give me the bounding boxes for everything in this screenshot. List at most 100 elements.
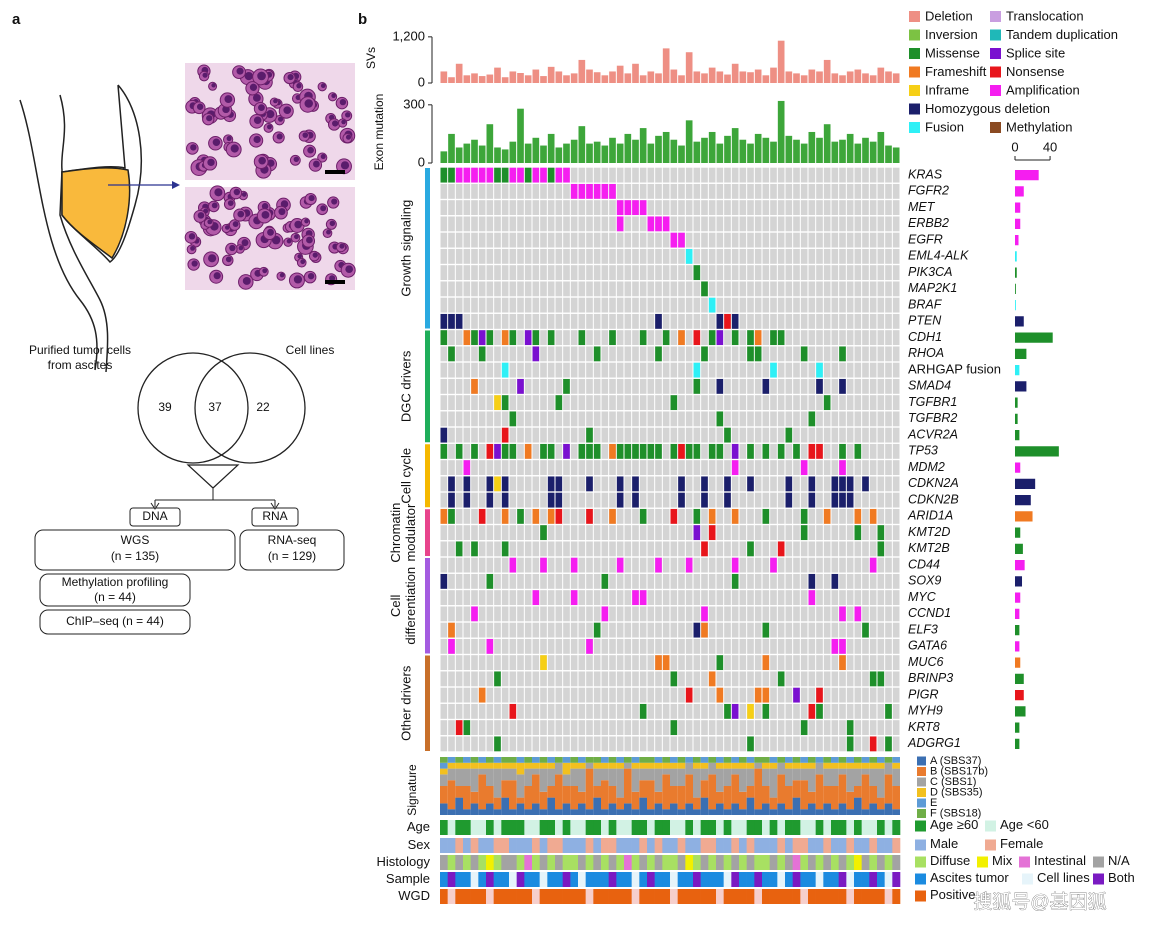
nucleus xyxy=(304,218,309,224)
cell-bg xyxy=(823,330,831,346)
cell-bg xyxy=(731,362,739,378)
signature-segment xyxy=(808,803,816,815)
cell-bg xyxy=(509,265,517,281)
alteration xyxy=(540,557,547,573)
cell-bg xyxy=(524,703,532,719)
cell-bg xyxy=(578,590,586,606)
track-cell xyxy=(516,855,525,870)
track-cell xyxy=(440,889,448,904)
cell-bg xyxy=(770,541,777,557)
alteration xyxy=(747,541,754,557)
signature-segment xyxy=(578,762,586,769)
cell-bg xyxy=(509,427,517,443)
cell-bg xyxy=(885,590,892,606)
cell-bg xyxy=(869,525,877,541)
gene-label: MYC xyxy=(908,590,937,604)
alteration xyxy=(770,557,777,573)
signature-segment xyxy=(861,809,870,815)
cell-bg xyxy=(639,687,647,703)
cell-bg xyxy=(609,427,616,443)
cell-bg xyxy=(524,622,532,638)
cell-bg xyxy=(862,606,869,622)
signature-segment xyxy=(585,809,594,815)
cell-bg xyxy=(670,573,678,589)
bar xyxy=(509,71,517,83)
cell-bg xyxy=(494,622,501,638)
scale-bar xyxy=(325,170,345,174)
track-cell xyxy=(578,820,586,835)
cell-bg xyxy=(693,232,701,248)
cell-bg xyxy=(678,687,685,703)
cell-bg xyxy=(448,248,455,264)
track-cell xyxy=(555,889,563,904)
cell-bg xyxy=(747,655,754,671)
cell-bg xyxy=(486,248,494,264)
cell-bg xyxy=(816,541,823,557)
bar xyxy=(831,141,839,163)
bar xyxy=(570,73,578,83)
alteration xyxy=(578,183,586,199)
cell-bg xyxy=(754,216,762,232)
cell-bg xyxy=(478,460,486,476)
nucleus xyxy=(190,245,196,251)
cell-bg xyxy=(747,460,754,476)
cell-bg xyxy=(639,736,647,752)
cell-bg xyxy=(785,687,793,703)
cell-bg xyxy=(877,330,885,346)
nucleus xyxy=(232,221,239,227)
signature-segment xyxy=(823,768,831,786)
signature-segment xyxy=(792,797,801,815)
cell-bg xyxy=(785,330,793,346)
cell-bg xyxy=(724,573,731,589)
signature-segment xyxy=(777,774,785,804)
signature-segment xyxy=(869,786,877,804)
track-cell xyxy=(447,838,456,853)
cell-bg xyxy=(616,687,624,703)
cell-bg xyxy=(555,655,563,671)
gene-label: KRAS xyxy=(908,167,943,181)
signature-segment xyxy=(493,797,502,810)
cell-bg xyxy=(578,687,586,703)
cell-bg xyxy=(616,248,624,264)
track-cell xyxy=(478,855,487,870)
signature-segment xyxy=(838,803,847,815)
cell-bg xyxy=(800,573,808,589)
signature-segment xyxy=(762,786,770,804)
bar xyxy=(785,135,793,163)
cell-bg xyxy=(846,508,854,524)
cell-bg xyxy=(639,346,647,362)
cell-bg xyxy=(724,541,731,557)
track-cell xyxy=(547,838,556,853)
alteration xyxy=(747,346,754,362)
alteration xyxy=(532,508,540,524)
bar xyxy=(724,135,731,163)
cell-bg xyxy=(892,265,900,281)
cell-bg xyxy=(632,736,639,752)
cell-bg xyxy=(593,736,601,752)
cell-bg xyxy=(770,183,777,199)
cell-bg xyxy=(524,395,532,411)
cell-bg xyxy=(846,687,854,703)
cell-bg xyxy=(724,671,731,687)
cell-bg xyxy=(486,460,494,476)
cell-bg xyxy=(831,183,839,199)
track-cell xyxy=(509,855,517,870)
cell-bg xyxy=(593,167,601,183)
cell-bg xyxy=(862,573,869,589)
cell-bg xyxy=(532,687,540,703)
track-cell xyxy=(792,855,801,870)
cell-bg xyxy=(747,362,754,378)
nucleus xyxy=(206,115,213,122)
cell-bg xyxy=(609,606,616,622)
cell-bg xyxy=(869,167,877,183)
cell-bg xyxy=(762,492,770,508)
cell-bg xyxy=(570,167,578,183)
track-cell xyxy=(831,855,839,870)
cell-bg xyxy=(877,703,885,719)
cell-bg xyxy=(517,183,524,199)
cell-bg xyxy=(639,427,647,443)
gene-label: MAP2K1 xyxy=(908,281,957,295)
cell-bg xyxy=(593,411,601,427)
cell-bg xyxy=(678,541,685,557)
cell-bg xyxy=(816,411,823,427)
